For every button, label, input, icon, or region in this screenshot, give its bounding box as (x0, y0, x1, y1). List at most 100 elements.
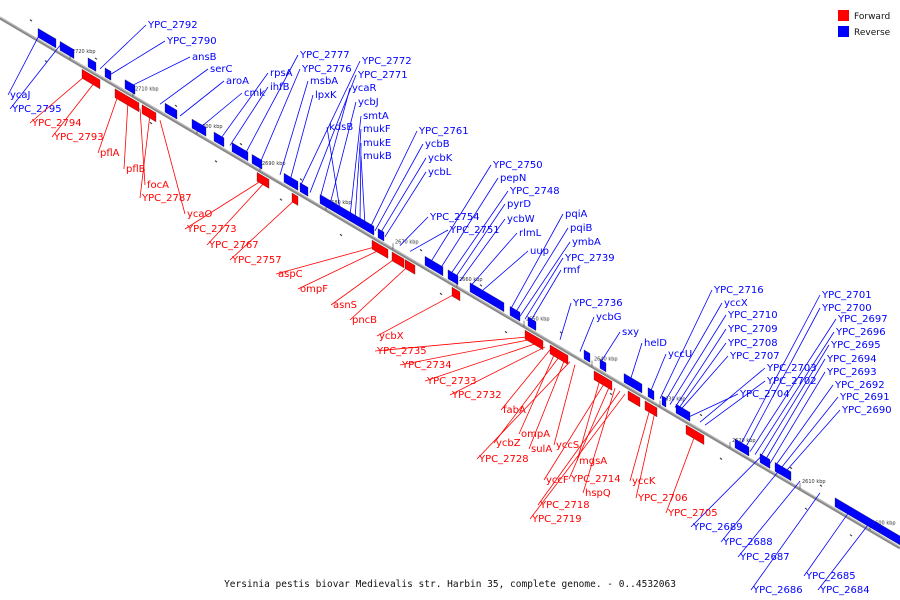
gene-label-ypc-2751[interactable]: YPC_2751 (449, 225, 500, 236)
gene-label-sula[interactable]: sulA (531, 444, 552, 455)
gene-label-ypc-2685[interactable]: YPC_2685 (805, 571, 856, 582)
gene-label-pflb[interactable]: pflB (126, 164, 146, 175)
reverse-gene-block[interactable] (623, 373, 643, 394)
gene-label-ypc-2686[interactable]: YPC_2686 (752, 585, 803, 596)
gene-label-asns[interactable]: asnS (333, 300, 357, 311)
forward-gene-block[interactable] (627, 390, 641, 408)
gene-label-pqia[interactable]: pqiA (565, 209, 587, 220)
gene-label-ypc-2719[interactable]: YPC_2719 (531, 514, 582, 525)
gene-label-mgsa[interactable]: mgsA (579, 456, 607, 467)
gene-label-pyrd[interactable]: pyrD (507, 199, 531, 210)
gene-label-ompa[interactable]: ompA (521, 429, 550, 440)
gene-label-ycao[interactable]: ycaO (187, 209, 213, 220)
gene-label-yccu[interactable]: yccU (668, 349, 692, 360)
reverse-gene-block[interactable] (424, 256, 444, 277)
gene-label-ycbg[interactable]: ycbG (596, 312, 622, 323)
forward-gene-block[interactable] (404, 259, 416, 275)
gene-label-pfla[interactable]: pflA (100, 148, 120, 159)
gene-label-ompf[interactable]: ompF (300, 284, 328, 295)
reverse-gene-block[interactable] (675, 403, 691, 422)
gene-label-ypc-2689[interactable]: YPC_2689 (692, 522, 743, 533)
gene-label-yccf[interactable]: yccF (546, 475, 569, 486)
gene-label-ycar[interactable]: ycaR (352, 83, 377, 94)
gene-label-ypc-2773[interactable]: YPC_2773 (186, 224, 237, 235)
gene-label-ypc-2787[interactable]: YPC_2787 (141, 193, 192, 204)
forward-gene-block[interactable] (371, 239, 389, 259)
gene-label-ycbl[interactable]: ycbL (428, 167, 452, 178)
gene-label-uup[interactable]: uup (530, 246, 549, 257)
forward-gene-block[interactable] (549, 344, 569, 365)
gene-label-ypc-2697[interactable]: YPC_2697 (837, 314, 888, 325)
gene-label-ycbw[interactable]: ycbW (507, 214, 535, 225)
gene-label-ycbz[interactable]: ycbZ (496, 438, 521, 449)
gene-label-ypc-2700[interactable]: YPC_2700 (821, 303, 872, 314)
gene-label-ypc-2728[interactable]: YPC_2728 (478, 454, 529, 465)
gene-label-ycbk[interactable]: ycbK (428, 153, 453, 164)
reverse-gene-block[interactable] (164, 102, 178, 120)
gene-label-ypc-2794[interactable]: YPC_2794 (31, 118, 82, 129)
forward-gene-block[interactable] (141, 104, 157, 123)
gene-label-ypc-2710[interactable]: YPC_2710 (727, 310, 778, 321)
gene-label-ypc-2709[interactable]: YPC_2709 (727, 324, 778, 335)
gene-label-ymba[interactable]: ymbA (572, 237, 601, 248)
forward-gene-block[interactable] (114, 88, 140, 113)
gene-label-ypc-2777[interactable]: YPC_2777 (299, 50, 350, 61)
gene-label-ypc-2792[interactable]: YPC_2792 (147, 20, 198, 31)
gene-label-yccs[interactable]: yccS (556, 440, 579, 451)
gene-label-ansb[interactable]: ansB (192, 52, 217, 63)
gene-label-ypc-2695[interactable]: YPC_2695 (830, 340, 881, 351)
gene-label-ypc-2704[interactable]: YPC_2704 (739, 389, 790, 400)
gene-label-ypc-2696[interactable]: YPC_2696 (835, 327, 886, 338)
gene-label-ypc-2691[interactable]: YPC_2691 (839, 392, 890, 403)
gene-label-ypc-2761[interactable]: YPC_2761 (418, 126, 469, 137)
forward-gene-block[interactable] (256, 172, 270, 189)
gene-label-ypc-2790[interactable]: YPC_2790 (166, 36, 217, 47)
forward-gene-block[interactable] (451, 286, 461, 302)
reverse-gene-block[interactable] (527, 316, 537, 331)
gene-label-ypc-2708[interactable]: YPC_2708 (727, 338, 778, 349)
gene-label-ypc-2716[interactable]: YPC_2716 (713, 285, 764, 296)
gene-label-ypc-2734[interactable]: YPC_2734 (401, 360, 452, 371)
gene-label-ypc-2701[interactable]: YPC_2701 (821, 290, 872, 301)
gene-label-rlml[interactable]: rlmL (519, 228, 542, 239)
gene-label-rmf[interactable]: rmf (563, 265, 581, 276)
reverse-gene-block[interactable] (37, 28, 57, 49)
reverse-gene-block[interactable] (59, 41, 75, 59)
reverse-gene-block[interactable] (87, 57, 97, 72)
gene-label-ycbx[interactable]: ycbX (379, 331, 404, 342)
reverse-gene-block[interactable] (734, 438, 750, 457)
gene-label-ypc-2757[interactable]: YPC_2757 (231, 255, 282, 266)
gene-label-ypc-2702[interactable]: YPC_2702 (766, 376, 817, 387)
gene-label-ypc-2707[interactable]: YPC_2707 (729, 351, 780, 362)
forward-gene-block[interactable] (644, 400, 658, 418)
gene-label-ypc-2705[interactable]: YPC_2705 (667, 508, 718, 519)
reverse-gene-block[interactable] (104, 67, 112, 81)
gene-label-ypc-2693[interactable]: YPC_2693 (826, 367, 877, 378)
gene-label-ycbb[interactable]: ycbB (425, 139, 450, 150)
reverse-gene-block[interactable] (231, 142, 249, 162)
gene-label-ypc-2718[interactable]: YPC_2718 (539, 500, 590, 511)
gene-label-foca[interactable]: focA (147, 180, 169, 191)
gene-label-pncb[interactable]: pncB (352, 315, 377, 326)
gene-label-ypc-2714[interactable]: YPC_2714 (570, 474, 621, 485)
forward-gene-block[interactable] (291, 192, 299, 206)
gene-label-lpxk[interactable]: lpxK (315, 90, 337, 101)
gene-label-cmk[interactable]: cmk (244, 88, 265, 99)
gene-label-ypc-2694[interactable]: YPC_2694 (826, 354, 877, 365)
gene-label-ypc-2684[interactable]: YPC_2684 (819, 585, 870, 596)
gene-label-ycck[interactable]: yccK (632, 476, 656, 487)
gene-label-ypc-2767[interactable]: YPC_2767 (208, 240, 259, 251)
forward-gene-block[interactable] (524, 329, 544, 351)
reverse-gene-block[interactable] (299, 182, 309, 197)
gene-label-pqib[interactable]: pqiB (570, 223, 592, 234)
gene-label-hspq[interactable]: hspQ (585, 488, 611, 499)
gene-label-ypc-2772[interactable]: YPC_2772 (361, 56, 412, 67)
reverse-gene-block[interactable] (583, 349, 591, 363)
gene-label-ypc-2736[interactable]: YPC_2736 (572, 298, 623, 309)
gene-label-sxy[interactable]: sxy (622, 327, 639, 338)
reverse-gene-block[interactable] (834, 497, 881, 534)
gene-label-pepn[interactable]: pepN (500, 173, 526, 184)
gene-label-ypc-2795[interactable]: YPC_2795 (11, 104, 62, 115)
gene-label-ypc-2732[interactable]: YPC_2732 (451, 390, 502, 401)
forward-gene-block[interactable] (391, 251, 405, 269)
